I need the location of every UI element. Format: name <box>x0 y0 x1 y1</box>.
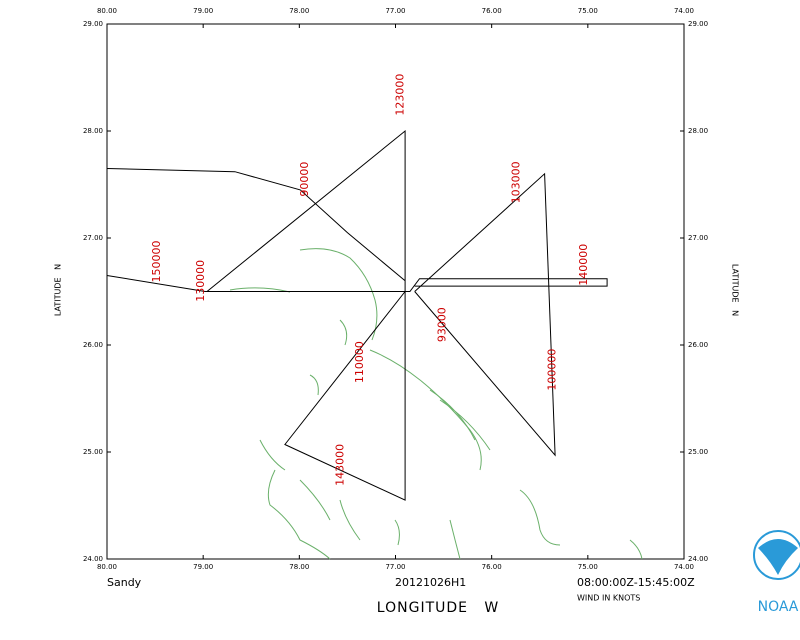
logo-ring <box>753 530 800 580</box>
y-axis-label-right: LATITUDE N <box>731 264 740 316</box>
y-tick-label-right: 27.00 <box>688 234 708 242</box>
y-axis-label: LATITUDE N <box>54 264 63 316</box>
x-tick-label: 75.00 <box>578 563 598 571</box>
x-tick-label-top: 75.00 <box>578 7 598 15</box>
storm-name: Sandy <box>107 576 142 589</box>
time-label: 130000 <box>194 260 207 302</box>
time-range: 08:00:00Z-15:45:00Z <box>577 576 695 589</box>
logo: NOAA <box>753 530 800 615</box>
time-label: 140000 <box>577 244 590 286</box>
time-label: 90000 <box>298 162 311 197</box>
x-tick-label: 79.00 <box>193 563 213 571</box>
flight-track <box>106 129 608 501</box>
x-tick-label: 78.00 <box>289 563 309 571</box>
logo-text: NOAA <box>758 599 799 615</box>
y-tick-label: 25.00 <box>83 448 103 456</box>
y-tick-label: 28.00 <box>83 127 103 135</box>
y-tick-label-right: 26.00 <box>688 341 708 349</box>
x-tick-label-top: 76.00 <box>482 7 502 15</box>
x-tick-label-top: 77.00 <box>385 7 405 15</box>
time-label: 103000 <box>510 161 523 203</box>
x-tick-label: 76.00 <box>482 563 502 571</box>
coastline <box>229 248 643 560</box>
y-tick-label: 27.00 <box>83 234 103 242</box>
x-tick-label: 74.00 <box>674 563 694 571</box>
time-label: 143000 <box>334 444 347 486</box>
x-axis-label: LONGITUDE W <box>377 600 499 616</box>
x-tick-label-top: 74.00 <box>674 7 694 15</box>
x-tick-label-top: 80.00 <box>97 7 117 15</box>
y-tick-label: 26.00 <box>83 341 103 349</box>
y-tick-label: 29.00 <box>83 20 103 28</box>
time-label: 93000 <box>436 307 449 342</box>
y-tick-label: 24.00 <box>83 555 103 563</box>
time-label: 150000 <box>150 241 163 283</box>
wind-note: WIND IN KNOTS <box>577 594 640 603</box>
y-tick-label-right: 24.00 <box>688 555 708 563</box>
time-label: 123000 <box>393 74 406 116</box>
x-tick-label: 80.00 <box>97 563 117 571</box>
time-label: 100000 <box>545 349 558 391</box>
y-tick-label-right: 28.00 <box>688 127 708 135</box>
x-tick-label: 77.00 <box>385 563 405 571</box>
x-tick-label-top: 78.00 <box>289 7 309 15</box>
flight-id: 20121026H1 <box>395 576 466 589</box>
logo-bird <box>758 539 798 575</box>
x-tick-label-top: 79.00 <box>193 7 213 15</box>
time-label: 110000 <box>353 341 366 383</box>
y-tick-label-right: 25.00 <box>688 448 708 456</box>
y-tick-label-right: 29.00 <box>688 20 708 28</box>
